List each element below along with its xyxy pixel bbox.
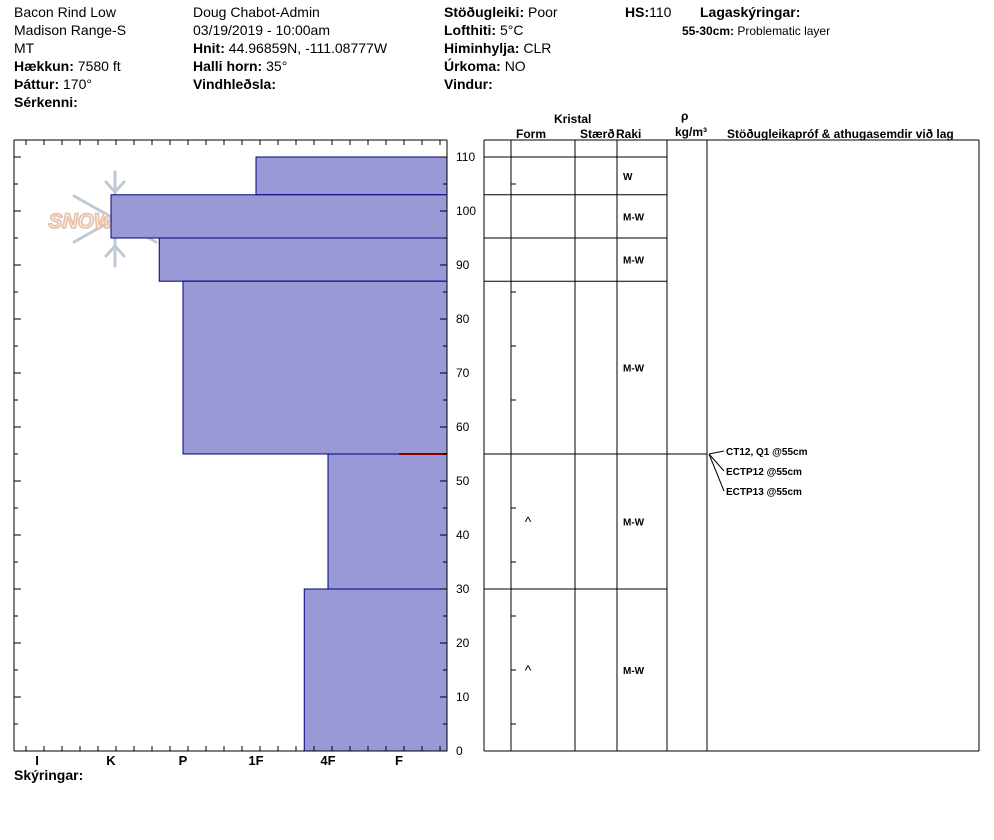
aspect-label: Þáttur: [14,76,60,92]
depth-tick-label: 40 [456,528,470,542]
hardness-tick-label: 4F [320,753,335,768]
moisture-value: M-W [623,666,645,677]
sky-label: Himinhylja: [444,40,520,56]
elevation-label: Hækkun: [14,58,74,74]
stability-test-label: CT12, Q1 @55cm [726,447,808,458]
coords-label: Hnit: [193,40,225,56]
hs-label: HS: [625,4,650,20]
air-temp: Lofthiti: 5°C [444,21,523,39]
slope: Halli horn: 35° [193,57,287,75]
depth-tick-label: 50 [456,474,470,488]
depth-tick-label: 10 [456,690,470,704]
moisture-value: M-W [623,256,645,267]
elevation-value: 7580 ft [77,58,121,74]
datetime: 03/19/2019 - 10:00am [193,22,330,38]
slope-value: 35° [266,58,288,74]
moisture-value: W [623,172,633,183]
size-header: Stærð [580,127,615,141]
test-leader-line [708,453,725,472]
rho-header: ρ [681,109,689,123]
layer-note-text: Problematic layer [737,24,831,38]
kristal-header: Kristal [554,112,592,126]
hardness-tick-label: F [395,753,403,768]
layer-note: 55-30cm: Problematic layer [682,22,830,40]
depth-tick-label: 20 [456,636,470,650]
slope-label: Halli horn: [193,58,263,74]
features-label: Sérkenni: [14,94,78,110]
stability-value: Poor [528,4,558,20]
moisture-value: M-W [623,518,645,529]
hardness-bar-4 [327,453,448,590]
sky-value: CLR [523,40,552,56]
wind-loading: Vindhleðsla: [193,75,276,93]
observer: Doug Chabot-Admin [193,4,320,20]
air-temp-label: Lofthiti: [444,22,497,38]
state-name: MT [14,40,35,56]
hs-value: 110 [649,4,672,20]
hardness-tick-label: 1F [248,753,263,768]
legend-label: Skýringar: [14,767,84,783]
location-name: Bacon Rind Low [14,4,116,20]
wind-label: Vindur: [444,76,493,92]
elevation: Hækkun: 7580 ft [14,57,121,75]
coords-value: 44.96859N, -111.08777W [228,40,388,56]
form-header: Form [516,127,546,141]
precip-value: NO [504,58,526,74]
stability: Stöðugleiki: Poor [444,3,558,21]
layer-notes-title: Lagaskýringar: [700,4,801,20]
hardness-tick-label: K [106,753,116,768]
density-unit-header: kg/m³ [675,125,708,139]
grain-form-symbol: ^ [525,514,532,530]
depth-tick-label: 0 [456,744,463,758]
stability-test-label: ECTP13 @55cm [726,487,802,498]
moisture-value: M-W [623,364,645,375]
features: Sérkenni: [14,93,78,111]
precip-label: Úrkoma: [444,58,501,74]
range-name: Madison Range-S [14,22,127,38]
hardness-bar-5 [303,588,448,752]
stability-label: Stöðugleiki: [444,4,525,20]
snow-height: HS:110 [625,3,671,21]
moisture-value: M-W [623,212,645,223]
wind-loading-label: Vindhleðsla: [193,76,276,92]
depth-tick-label: 80 [456,312,470,326]
test-leader-line [708,450,725,455]
sky: Himinhylja: CLR [444,39,551,57]
depth-tick-label: 60 [456,420,470,434]
test-leader-line [708,453,725,492]
hardness-bar-2 [158,237,448,282]
wind: Vindur: [444,75,493,93]
depth-tick-label: 90 [456,258,470,272]
air-temp-value: 5°C [499,22,524,38]
layer-note-range: 55-30cm: [682,24,735,38]
precip: Úrkoma: NO [444,57,526,75]
hardness-bar-3 [182,280,448,455]
hardness-tick-label: P [179,753,188,768]
grain-form-symbol: ^ [525,662,532,678]
coordinates: Hnit: 44.96859N, -111.08777W [193,39,387,57]
aspect-value: 170° [63,76,92,92]
tests-header: Stöðugleikapróf & athugasemdir við lag [727,127,954,141]
moisture-header: Raki [616,127,642,141]
depth-tick-label: 30 [456,582,470,596]
hardness-bar-0 [255,156,448,196]
hardness-tick-label: I [35,753,39,768]
hardness-bar-1 [110,194,448,239]
depth-tick-label: 110 [456,150,475,164]
aspect: Þáttur: 170° [14,75,92,93]
stability-test-label: ECTP12 @55cm [726,467,802,478]
depth-tick-label: 70 [456,366,470,380]
depth-tick-label: 100 [456,204,476,218]
